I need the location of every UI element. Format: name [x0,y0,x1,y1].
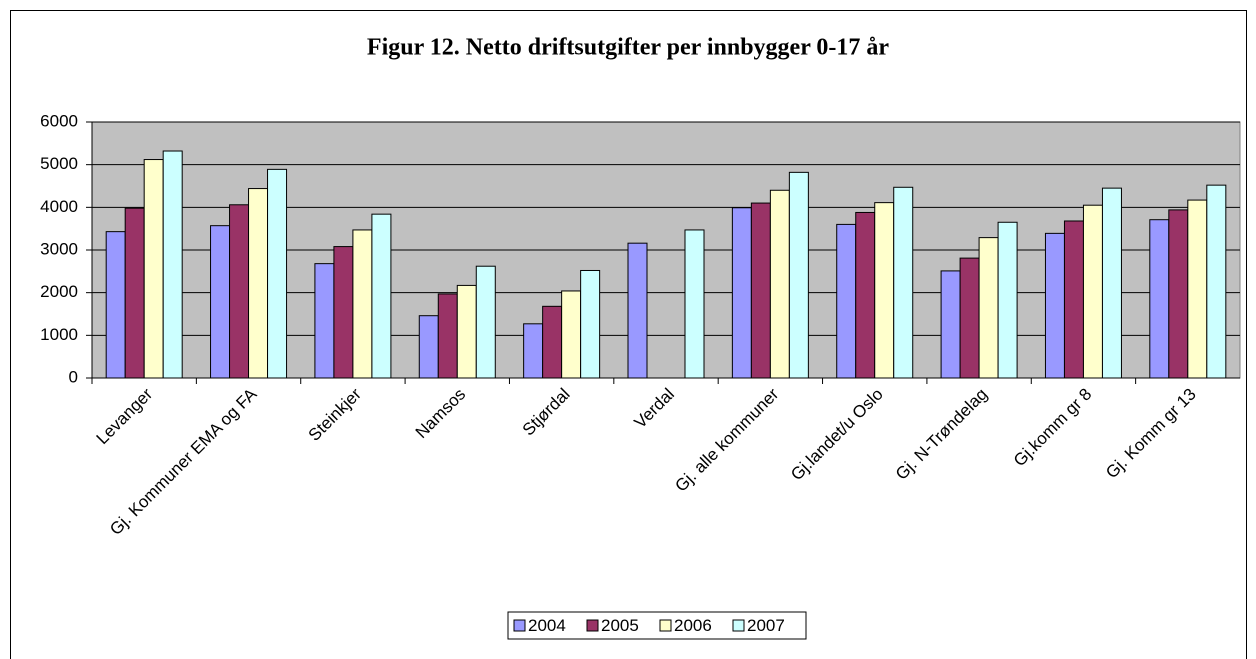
bar [1082,204,1103,379]
bar [627,242,648,379]
y-tick-label: 5000 [40,154,78,173]
legend-swatch [586,619,599,632]
y-tick-label: 2000 [40,282,78,301]
bar [124,207,145,379]
bar [893,186,914,379]
bar [475,265,496,379]
y-tick-label: 1000 [40,325,78,344]
bar [997,221,1018,379]
bar [1063,220,1084,379]
legend-swatch [732,619,745,632]
y-tick-label: 3000 [40,239,78,258]
y-tick-label: 6000 [40,111,78,130]
legend-box [507,611,807,640]
legend-label: 2006 [674,616,712,635]
bar [684,229,705,379]
legend-label: 2005 [601,616,639,635]
legend-label: 2004 [528,616,566,635]
bar [210,225,231,379]
bar [1168,209,1189,379]
bar [105,231,126,379]
bar [314,263,335,379]
bar [874,202,895,379]
bar [1206,184,1227,379]
legend-swatch [513,619,526,632]
bar [162,150,183,379]
y-tick-label: 4000 [40,197,78,216]
chart-title: Figur 12. Netto driftsutgifter per innby… [367,35,890,61]
bar [143,159,164,379]
bar [769,189,790,379]
bar [1044,232,1065,379]
bar [229,204,250,379]
legend-swatch [659,619,672,632]
bar [855,211,876,379]
legend-label: 2007 [747,616,785,635]
bar [959,257,980,379]
bar [333,246,354,379]
bar [248,188,269,379]
bar [437,293,458,379]
bar [580,269,601,379]
bar [1101,187,1122,379]
bar [731,207,752,379]
bar [750,202,771,379]
bar [788,171,809,379]
bar [836,223,857,379]
y-tick-label: 0 [69,367,78,386]
bar [1187,199,1208,379]
bar [940,270,961,379]
bar [456,284,477,379]
bar [523,323,544,379]
bar [267,168,288,379]
bar [978,237,999,379]
bar [352,229,373,379]
bar [371,213,392,379]
bar [542,305,563,379]
bar [418,315,439,379]
bar [561,290,582,379]
bar [1149,219,1170,379]
